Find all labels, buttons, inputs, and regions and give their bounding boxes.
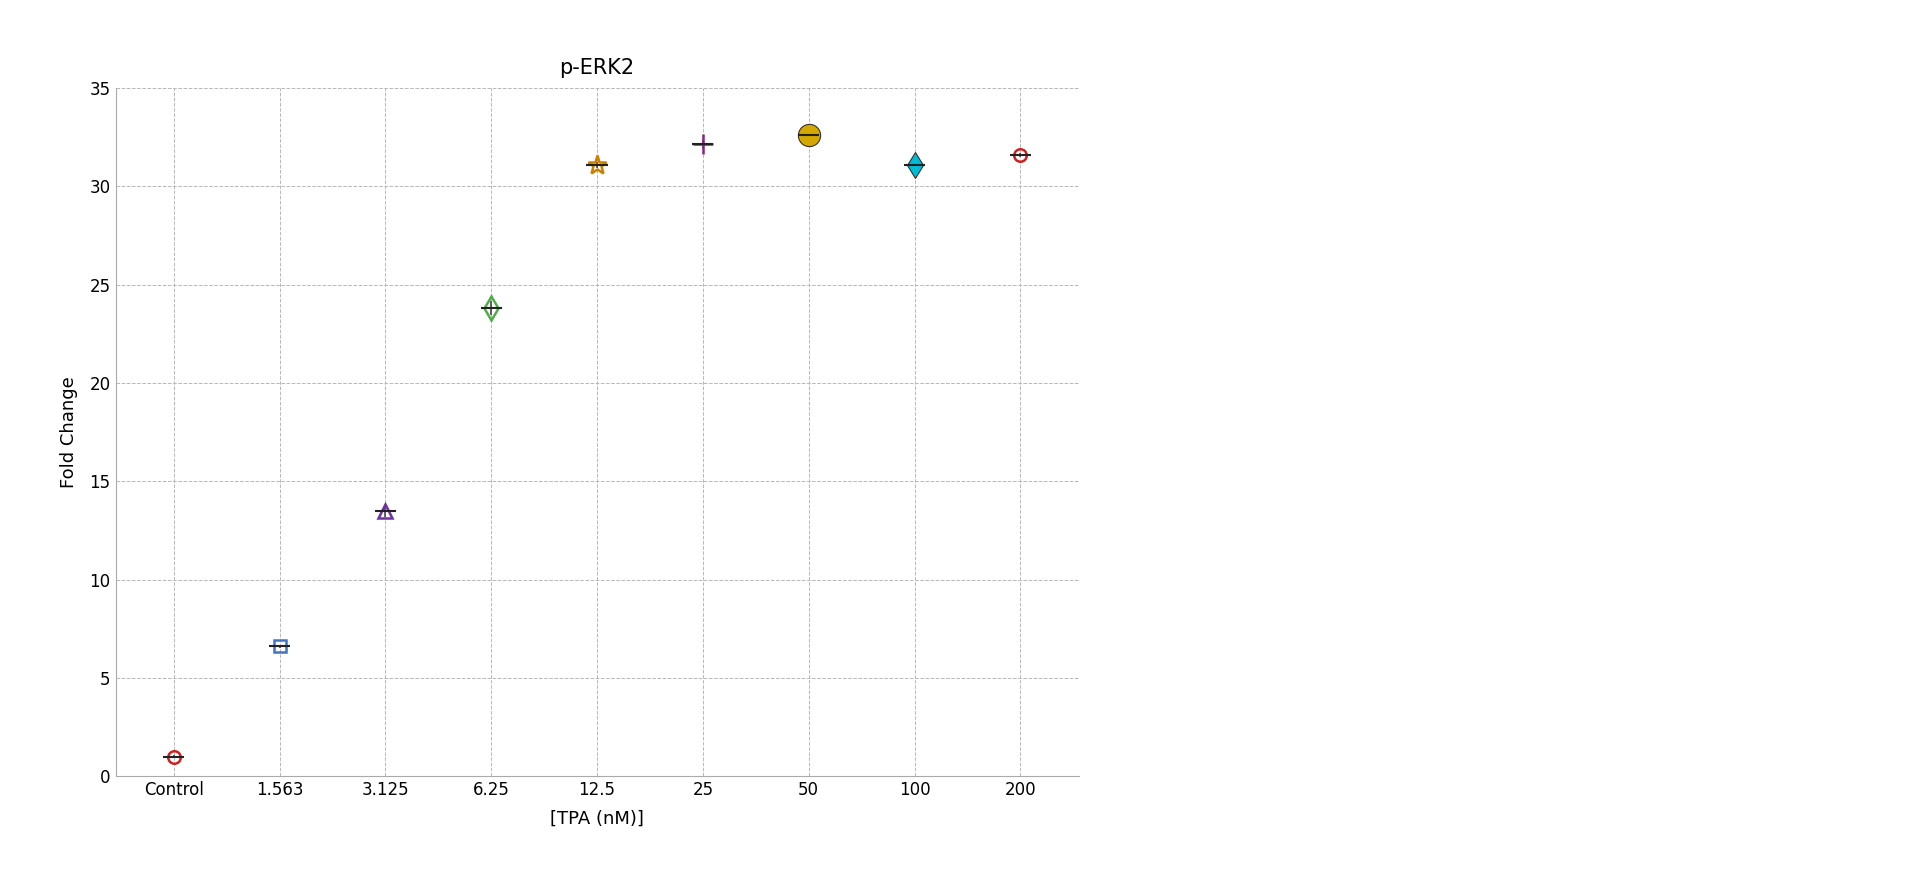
Y-axis label: Fold Change: Fold Change (60, 377, 79, 488)
X-axis label: [TPA (nM)]: [TPA (nM)] (551, 811, 643, 828)
Title: p-ERK2: p-ERK2 (559, 58, 636, 78)
